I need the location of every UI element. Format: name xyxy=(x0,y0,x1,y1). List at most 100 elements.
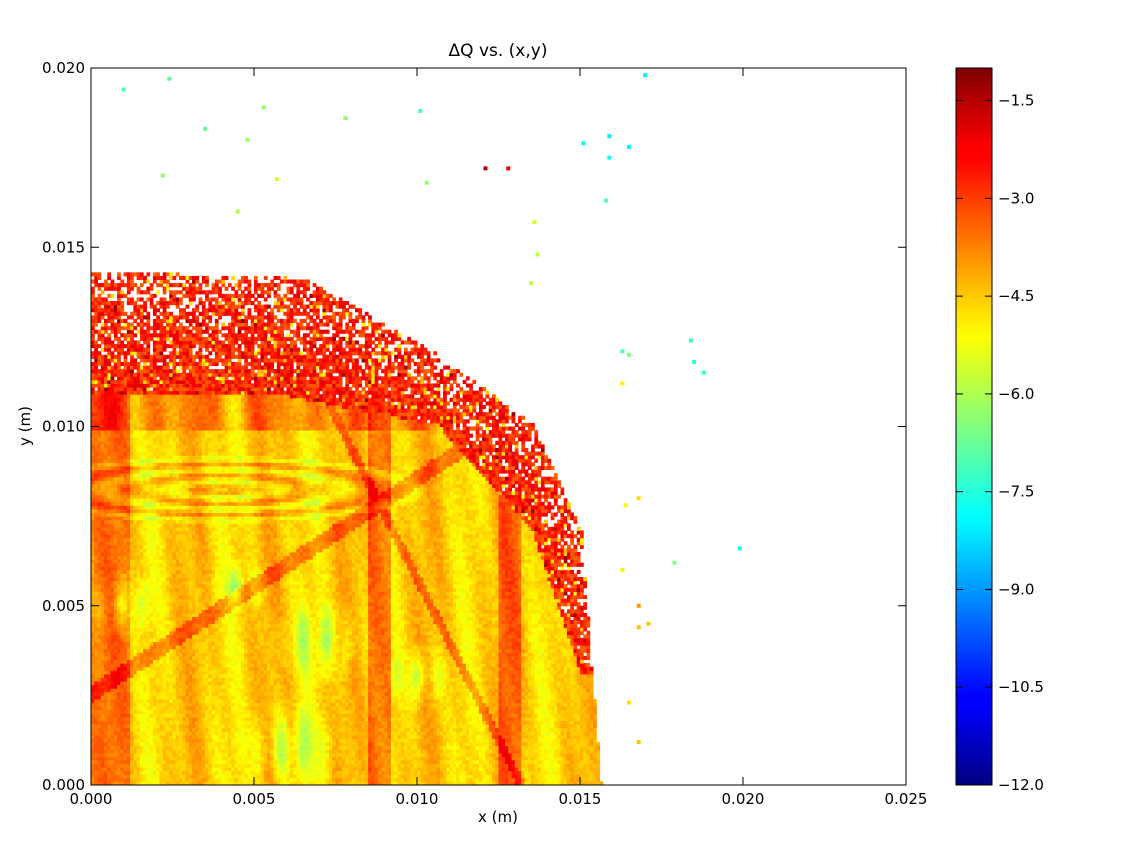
heatmap-cell xyxy=(139,508,144,514)
heatmap-cell xyxy=(146,444,151,449)
heatmap-cell xyxy=(195,279,200,284)
heatmap-cell xyxy=(165,376,170,381)
heatmap-cell xyxy=(107,272,112,277)
heatmap-cell xyxy=(149,591,154,596)
heatmap-cell xyxy=(205,508,209,514)
heatmap-cell xyxy=(110,566,115,571)
heatmap-cell xyxy=(195,587,200,592)
heatmap-cell xyxy=(139,698,144,704)
heatmap-cell xyxy=(149,645,154,650)
heatmap-cell xyxy=(182,648,187,653)
heatmap-cell xyxy=(149,444,154,449)
heatmap-cell xyxy=(104,741,108,747)
heatmap-cell xyxy=(195,777,200,782)
heatmap-cell xyxy=(100,767,105,772)
heatmap-cell xyxy=(97,534,102,539)
heatmap-cell xyxy=(126,333,131,338)
heatmap-cell xyxy=(94,422,99,428)
heatmap-cell xyxy=(192,286,196,291)
heatmap-cell xyxy=(156,731,160,736)
heatmap-cell xyxy=(117,311,121,316)
heatmap-cell xyxy=(149,648,154,653)
heatmap-cell xyxy=(172,329,177,334)
heatmap-cell xyxy=(139,609,144,614)
heatmap-cell xyxy=(94,616,99,621)
heatmap-cell xyxy=(130,767,134,772)
heatmap-cell xyxy=(120,340,125,345)
heatmap-cell xyxy=(97,566,102,571)
heatmap-cell xyxy=(159,537,164,542)
heatmap-cell xyxy=(97,304,102,309)
heatmap-cell xyxy=(117,526,121,531)
heatmap-cell xyxy=(136,505,141,510)
heatmap-cell xyxy=(100,720,105,725)
heatmap-cell xyxy=(94,634,99,639)
heatmap-cell xyxy=(107,404,112,410)
heatmap-cell xyxy=(143,663,147,668)
heatmap-cell xyxy=(165,469,170,474)
heatmap-cell xyxy=(179,623,183,628)
heatmap-cell xyxy=(110,724,115,729)
heatmap-cell xyxy=(156,612,160,618)
heatmap-cell xyxy=(205,670,209,675)
heatmap-cell xyxy=(205,523,209,528)
heatmap-cell xyxy=(175,752,180,757)
heatmap-cell xyxy=(120,741,125,747)
heatmap-cell xyxy=(182,344,187,349)
heatmap-cell xyxy=(143,512,147,517)
heatmap-cell xyxy=(100,512,105,517)
heatmap-cell xyxy=(149,483,154,488)
heatmap-cell xyxy=(133,519,138,524)
heatmap-cell xyxy=(120,781,125,785)
heatmap-cell xyxy=(152,623,157,628)
heatmap-cell xyxy=(152,580,157,585)
heatmap-cell xyxy=(152,523,157,528)
heatmap-cell xyxy=(165,383,170,388)
heatmap-cell xyxy=(117,716,121,721)
heatmap-cell xyxy=(179,462,183,467)
heatmap-cell xyxy=(156,387,160,392)
heatmap-cell xyxy=(201,584,206,589)
heatmap-cell xyxy=(149,336,154,341)
heatmap-cell xyxy=(130,340,134,345)
heatmap-cell xyxy=(159,347,164,352)
heatmap-cell xyxy=(133,351,138,356)
heatmap-cell xyxy=(146,483,151,488)
heatmap-cell xyxy=(126,698,131,704)
heatmap-cell xyxy=(136,394,141,399)
heatmap-cell xyxy=(123,473,128,478)
heatmap-cell xyxy=(104,587,108,592)
heatmap-cell xyxy=(104,681,108,686)
heatmap-cell xyxy=(149,491,154,496)
heatmap-cell xyxy=(162,297,167,302)
heatmap-cell xyxy=(175,476,180,481)
heatmap-cell xyxy=(120,587,125,592)
heatmap-cell xyxy=(182,451,187,456)
heatmap-cell xyxy=(113,541,118,546)
heatmap-cell xyxy=(159,455,164,460)
heatmap-cell xyxy=(185,512,190,517)
heatmap-cell xyxy=(146,369,151,374)
heatmap-cell xyxy=(152,401,157,406)
heatmap-cell xyxy=(152,602,157,607)
heatmap-cell xyxy=(117,659,121,664)
heatmap-cell xyxy=(113,347,118,352)
heatmap-cell xyxy=(149,555,154,560)
heatmap-cell xyxy=(113,286,118,291)
heatmap-cell xyxy=(165,437,170,442)
heatmap-cell xyxy=(208,738,213,743)
heatmap-cell xyxy=(123,551,128,557)
heatmap-cell xyxy=(198,480,203,485)
heatmap-cell xyxy=(205,451,209,456)
heatmap-cell xyxy=(139,465,144,471)
heatmap-cell xyxy=(208,508,213,514)
heatmap-cell xyxy=(159,301,164,306)
heatmap-cell xyxy=(159,523,164,528)
heatmap-cell xyxy=(192,541,196,546)
heatmap-cell xyxy=(149,448,154,453)
heatmap-cell xyxy=(165,641,170,646)
heatmap-cell xyxy=(165,304,170,309)
heatmap-cell xyxy=(139,437,144,442)
heatmap-cell xyxy=(130,404,134,410)
heatmap-cell xyxy=(94,537,99,542)
